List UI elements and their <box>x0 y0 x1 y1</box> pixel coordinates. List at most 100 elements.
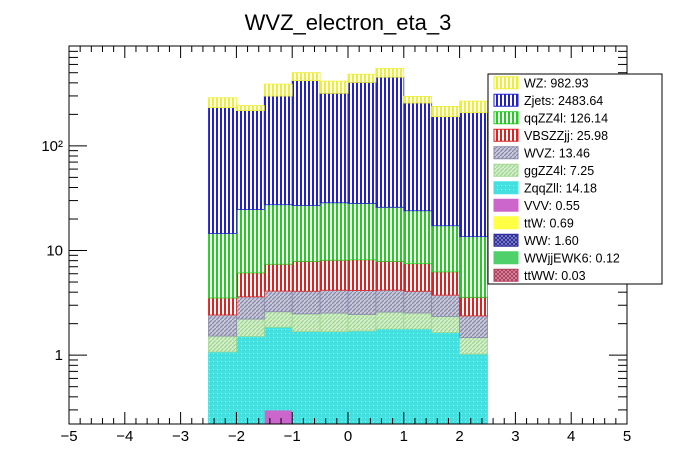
bar-9-1 <box>235 209 265 274</box>
bar-7-8 <box>431 294 461 317</box>
legend-swatch <box>493 268 519 282</box>
x-tick-label: −4 <box>116 428 133 445</box>
x-tick-label: −2 <box>228 428 245 445</box>
legend-entry: qqZZ4l: 126.14 <box>524 111 608 125</box>
legend-swatch <box>493 93 519 107</box>
bar-5-2 <box>263 326 293 411</box>
bar-11-0 <box>208 97 237 109</box>
bar-9-0 <box>208 233 237 299</box>
axes: −5 −4 −3 −2 −1 0 1 2 3 4 5 1 10 10² <box>41 45 631 445</box>
bar-6-0 <box>208 335 237 353</box>
bar-5-5 <box>347 330 377 425</box>
bar-9-5 <box>347 203 377 261</box>
x-tick-label: −3 <box>172 428 189 445</box>
x-tick-label: 5 <box>623 428 631 445</box>
legend-entry: WW: 1.60 <box>524 234 579 248</box>
bar-6-3 <box>291 313 321 332</box>
bar-6-9 <box>459 337 488 355</box>
legend-swatch <box>493 198 519 212</box>
y-tick-label: 10² <box>41 138 63 155</box>
bar-9-4 <box>319 202 349 261</box>
bar-8-3 <box>291 260 321 292</box>
bar-7-7 <box>403 290 433 314</box>
bar-5-7 <box>403 328 433 425</box>
legend-swatch <box>493 111 519 125</box>
histogram-bars <box>208 68 488 425</box>
legend-swatch <box>493 146 519 160</box>
legend-swatch <box>493 76 519 90</box>
bar-6-1 <box>235 318 265 337</box>
legend-entry: WZ: 982.93 <box>524 76 589 90</box>
bar-8-0 <box>208 297 237 316</box>
x-tick-label: −5 <box>60 428 77 445</box>
bar-5-1 <box>235 335 265 425</box>
bar-6-6 <box>375 311 405 330</box>
legend-swatch <box>493 233 519 247</box>
bar-7-2 <box>263 290 293 313</box>
bar-8-9 <box>459 296 488 317</box>
bar-10-0 <box>208 107 237 234</box>
bar-9-7 <box>403 210 433 265</box>
bar-6-7 <box>403 312 433 330</box>
bar-10-3 <box>291 80 321 206</box>
bar-7-9 <box>459 315 488 338</box>
bar-7-1 <box>235 296 265 320</box>
bar-5-8 <box>431 332 461 425</box>
bar-5-9 <box>459 353 488 425</box>
bar-7-5 <box>347 290 377 315</box>
bar-10-8 <box>431 116 461 227</box>
legend-entry: ZqqZll: 14.18 <box>524 181 597 195</box>
x-tick-label: 4 <box>567 428 575 445</box>
bar-11-7 <box>403 96 433 104</box>
x-tick-label: 2 <box>455 428 463 445</box>
bar-5-4 <box>319 331 349 425</box>
x-tick-label: 3 <box>511 428 519 445</box>
bar-7-4 <box>319 289 349 314</box>
legend-entry: ttW: 0.69 <box>524 216 574 230</box>
bar-11-2 <box>263 83 293 97</box>
chart-title: WVZ_electron_eta_3 <box>245 10 452 35</box>
bar-5-6 <box>375 328 405 425</box>
bar-6-2 <box>263 311 293 328</box>
legend-entry: VBSZZjj: 25.98 <box>524 129 608 143</box>
bar-11-9 <box>459 100 488 114</box>
bar-9-3 <box>291 205 321 262</box>
bar-10-1 <box>235 110 265 210</box>
legend-swatch <box>493 163 519 177</box>
bar-10-4 <box>319 92 349 204</box>
bar-9-9 <box>459 236 488 298</box>
legend-swatch <box>493 216 519 230</box>
bar-8-6 <box>375 260 405 291</box>
legend-entry: ttWW: 0.03 <box>524 269 586 283</box>
bar-9-6 <box>375 206 405 262</box>
legend-box <box>487 73 663 285</box>
bar-8-5 <box>347 259 377 291</box>
bar-10-7 <box>403 102 433 212</box>
bar-5-0 <box>208 351 237 425</box>
bar-9-8 <box>431 225 461 273</box>
bar-10-6 <box>375 76 405 208</box>
bar-5-3 <box>291 331 321 425</box>
bar-9-2 <box>263 204 293 265</box>
bar-8-8 <box>431 271 461 296</box>
legend: WZ: 982.93 Zjets: 2483.64 qqZZ4l: 126.14 VB… <box>487 73 663 285</box>
legend-entry: WWjjEWK6: 0.12 <box>524 251 620 265</box>
x-tick-label: 1 <box>400 428 408 445</box>
legend-swatch <box>493 181 519 195</box>
y-tick-label: 1 <box>55 347 63 364</box>
bar-7-6 <box>375 289 405 313</box>
bar-10-2 <box>263 95 293 206</box>
bar-11-1 <box>235 105 265 111</box>
bar-11-8 <box>431 106 461 118</box>
bar-11-5 <box>347 73 377 83</box>
bar-4-2 <box>263 409 293 425</box>
bar-11-3 <box>291 72 321 81</box>
x-tick-label: 0 <box>344 428 352 445</box>
legend-entry: ggZZ4l: 7.25 <box>524 164 594 178</box>
bar-8-7 <box>403 263 433 292</box>
bar-7-3 <box>291 290 321 315</box>
bar-6-8 <box>431 315 461 333</box>
bar-6-5 <box>347 313 377 332</box>
y-tick-label: 10 <box>46 243 63 260</box>
